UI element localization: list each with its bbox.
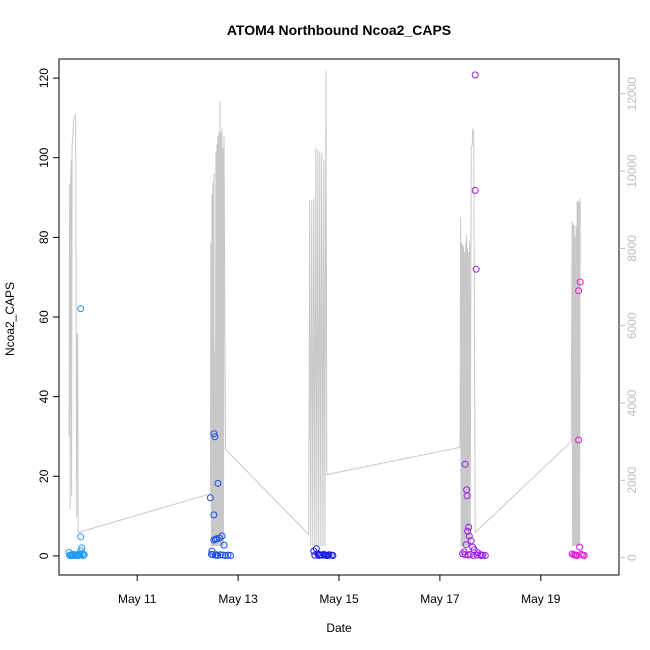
data-point-s0-19 — [79, 552, 87, 559]
data-point-s3-6 — [464, 527, 472, 535]
data-point-s1-16 — [219, 551, 227, 559]
y-tick-label-3: 60 — [37, 310, 51, 324]
y-axis-label: Ncoa2_CAPS — [3, 282, 17, 356]
y2-tick-label-4: 8000 — [625, 235, 639, 262]
data-point-s2-12 — [321, 551, 329, 559]
y-tick-label-6: 120 — [37, 68, 51, 88]
data-point-s1-12 — [220, 541, 228, 549]
y-axis: 0 20 40 60 80 100 120 — [37, 68, 59, 559]
points-layer — [65, 71, 588, 559]
overlay-line-layer — [68, 70, 581, 547]
overlay-line — [68, 70, 581, 547]
data-point-s1-7 — [214, 479, 222, 487]
y2-tick-label-5: 10000 — [625, 154, 639, 188]
data-point-s3-14 — [471, 71, 479, 79]
data-point-s4-4 — [575, 436, 583, 444]
data-point-s4-7 — [575, 287, 583, 295]
x-axis: May 11 May 13 May 15 May 17 May 19 — [118, 575, 561, 606]
data-point-s1-9 — [210, 511, 218, 519]
chart-title: ATOM4 Northbound Ncoa2_CAPS — [227, 22, 451, 38]
data-point-s3-3 — [462, 541, 470, 549]
y2-tick-label-1: 2000 — [625, 467, 639, 494]
data-point-s3-24 — [477, 552, 485, 559]
y2-tick-label-6: 12000 — [625, 77, 639, 111]
data-point-s1-1 — [208, 547, 216, 555]
data-point-s3-13 — [471, 186, 479, 194]
data-point-s1-4 — [211, 433, 219, 441]
data-point-s1-20 — [207, 550, 215, 558]
data-point-s3-19 — [461, 551, 469, 559]
data-point-s2-7 — [325, 551, 333, 559]
x-tick-label-1: May 13 — [218, 592, 258, 606]
y-tick-label-0: 0 — [37, 552, 51, 559]
data-point-s1-21 — [212, 551, 220, 559]
y-tick-label-5: 100 — [37, 147, 51, 167]
data-point-s3-18 — [481, 552, 489, 559]
y-tick-label-1: 20 — [37, 469, 51, 483]
data-point-s1-19 — [227, 552, 234, 559]
y2-tick-label-2: 4000 — [625, 389, 639, 416]
data-point-s0-16 — [66, 552, 74, 559]
data-point-s3-9 — [467, 537, 475, 545]
data-point-s3-16 — [476, 551, 484, 559]
data-point-s3-23 — [473, 551, 481, 559]
x-tick-label-3: May 17 — [420, 592, 460, 606]
y2-tick-label-3: 6000 — [625, 312, 639, 339]
data-point-s2-10 — [311, 551, 319, 559]
data-point-s1-0 — [206, 494, 214, 502]
data-point-s1-10 — [210, 536, 218, 544]
data-point-s3-22 — [469, 552, 477, 559]
data-point-s1-18 — [224, 551, 232, 559]
data-point-s0-13 — [77, 305, 85, 313]
y-tick-label-4: 80 — [37, 230, 51, 244]
data-point-s2-9 — [329, 552, 337, 559]
data-point-s1-17 — [222, 552, 229, 559]
data-point-s2-13 — [324, 552, 332, 559]
y2-tick-label-0: 0 — [625, 554, 639, 561]
x-tick-label-0: May 11 — [118, 592, 157, 606]
y-tick-label-2: 40 — [37, 390, 51, 404]
x-tick-label-4: May 19 — [521, 592, 561, 606]
y2-axis: 0 2000 4000 6000 8000 10000 12000 — [619, 77, 639, 561]
x-axis-label: Date — [326, 621, 352, 635]
x-tick-label-2: May 15 — [319, 592, 359, 606]
data-point-s1-11 — [218, 532, 226, 540]
data-point-s0-12 — [77, 533, 85, 541]
plot-frame — [58, 58, 620, 576]
data-point-s1-3 — [210, 430, 218, 438]
data-point-s4-11 — [572, 551, 580, 559]
data-point-s0-18 — [75, 552, 83, 559]
data-point-s3-2 — [461, 460, 469, 468]
data-point-s4-10 — [580, 552, 588, 559]
data-point-s4-5 — [576, 543, 584, 551]
data-point-s0-17 — [70, 552, 78, 559]
data-point-s3-5 — [463, 492, 471, 500]
data-point-s3-12 — [472, 265, 480, 273]
data-point-s3-7 — [465, 523, 473, 531]
data-point-s4-6 — [576, 278, 584, 286]
data-point-s1-15 — [216, 551, 224, 559]
